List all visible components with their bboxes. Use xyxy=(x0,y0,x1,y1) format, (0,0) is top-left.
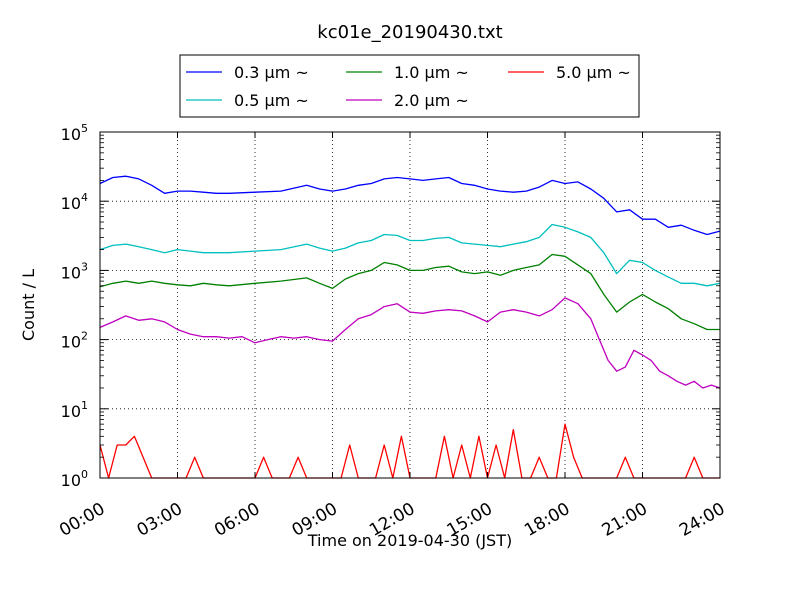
legend-label-1: 0.5 μm ~ xyxy=(234,91,309,110)
legend-label-0: 0.3 μm ~ xyxy=(234,63,309,82)
y-tick-label: 103 xyxy=(61,260,88,282)
series-line-2 xyxy=(99,253,720,331)
legend-label-4: 5.0 μm ~ xyxy=(556,63,631,82)
y-tick-label: 105 xyxy=(61,122,88,144)
y-tick-label: 101 xyxy=(61,399,88,421)
series-line-0 xyxy=(99,175,721,236)
series-line-1 xyxy=(99,223,721,287)
legend-label-2: 1.0 μm ~ xyxy=(394,63,469,82)
y-axis-label: Count / L xyxy=(19,269,38,341)
legend-label-3: 2.0 μm ~ xyxy=(394,91,469,110)
y-tick-label: 100 xyxy=(61,468,88,490)
series-line-3 xyxy=(99,297,721,389)
x-axis-label: Time on 2019-04-30 (JST) xyxy=(307,531,512,550)
grid xyxy=(100,132,720,478)
y-tick-label: 104 xyxy=(61,191,88,213)
legend-frame xyxy=(179,54,640,118)
chart-title: kc01e_20190430.txt xyxy=(317,22,502,43)
legend: 0.3 μm ~ 0.5 μm ~ 1.0 μm ~ 2.0 μm ~ 5.0 μm ~ xyxy=(179,54,640,118)
y-tick-label: 102 xyxy=(61,330,88,352)
